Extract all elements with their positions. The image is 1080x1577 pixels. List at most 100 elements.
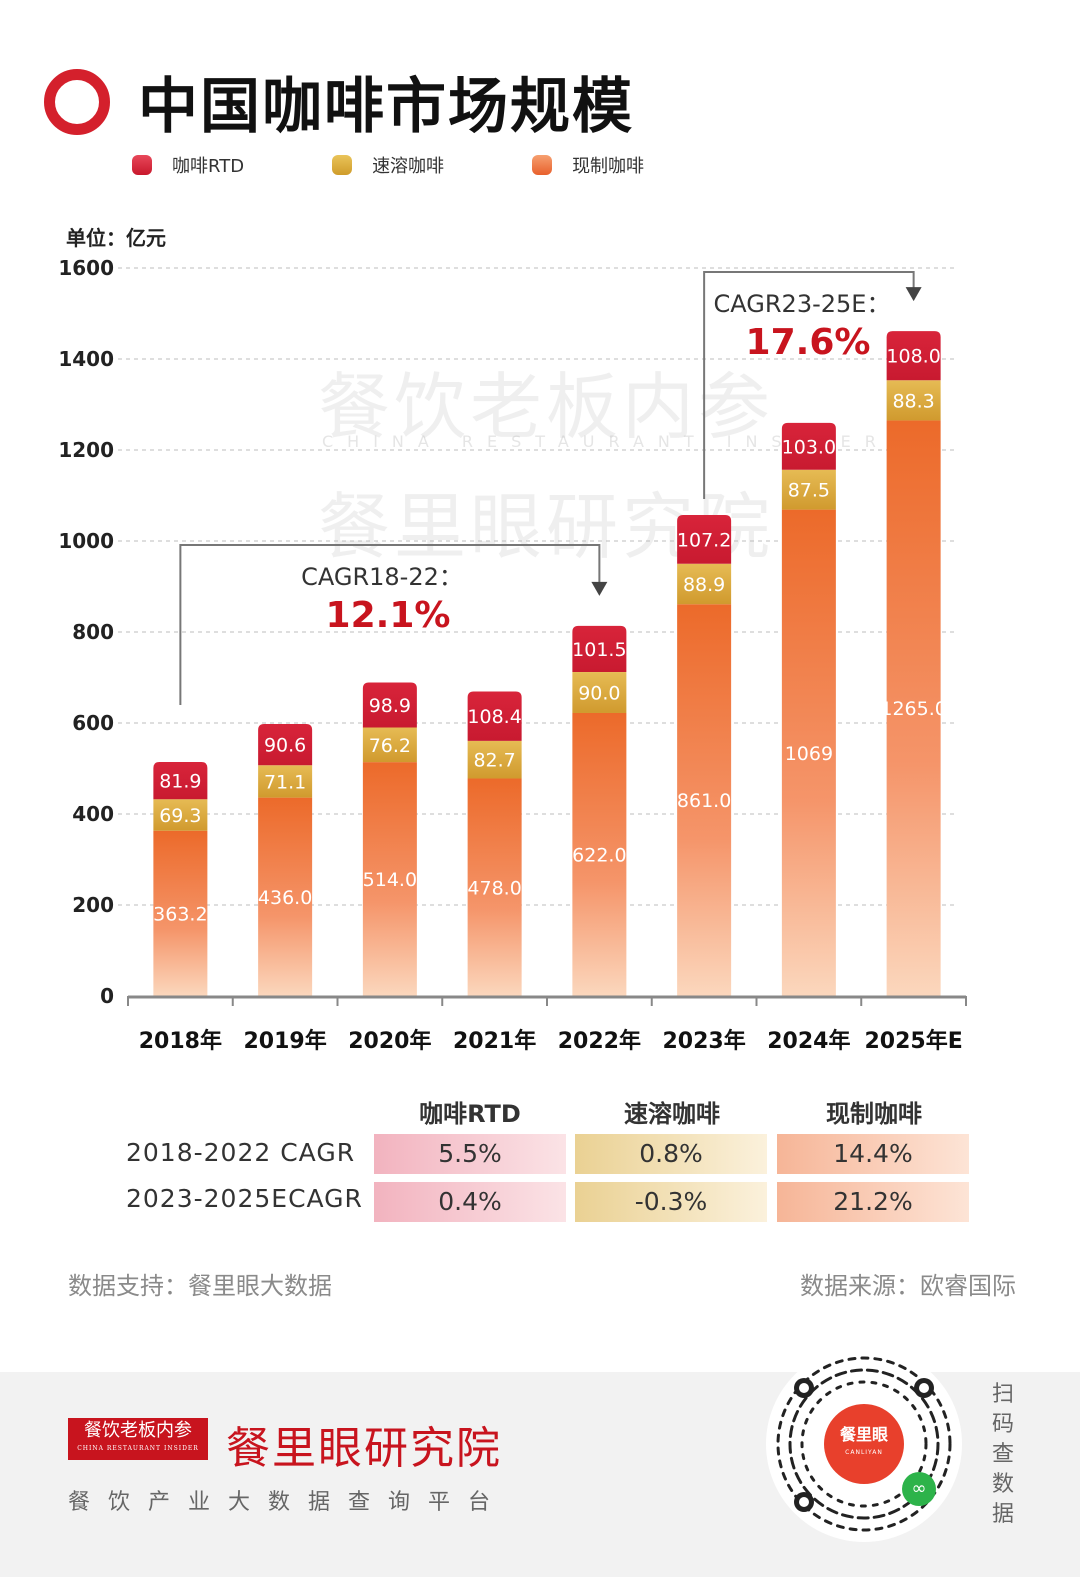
data-label: 90.0 <box>578 683 620 705</box>
y-tick-label: 800 <box>72 620 114 644</box>
bar-segment <box>572 712 627 996</box>
x-tick-label: 2019年 <box>244 1028 327 1054</box>
watermark-sub: CHINA RESTAURANT INSIDER <box>322 432 890 451</box>
unit-label: 单位：亿元 <box>66 226 166 250</box>
brand-name: 餐里眼研究院 <box>226 1423 502 1474</box>
y-tick-labels: 0 200 400 600 800 1000 1200 1400 1600 <box>58 256 114 1008</box>
y-tick-label: 400 <box>72 802 114 826</box>
brand-logo-box: 餐饮老板内参 CHINA RESTAURANT INSIDER <box>68 1418 208 1460</box>
legend-swatch-instant <box>332 155 353 175</box>
data-support-note: 数据支持：餐里眼大数据 <box>68 1272 332 1300</box>
x-tick-label: 2024年 <box>767 1028 850 1054</box>
bar-segment <box>467 778 522 996</box>
bar-segment <box>153 830 208 996</box>
bars: 363.2 69.3 81.9 436.0 71.1 90.6 514.0 76.2 98.9 4… <box>153 331 947 996</box>
bar-segment <box>886 380 941 421</box>
bar-segment <box>572 625 627 673</box>
x-tick-label: 2022年 <box>558 1028 641 1054</box>
bar-segment <box>781 422 836 470</box>
bar-segment <box>153 761 208 800</box>
cagr-cell: 5.5% <box>374 1134 566 1174</box>
bar-segment <box>362 762 417 996</box>
data-label: 101.5 <box>572 639 626 661</box>
qr-code[interactable]: 餐里眼 CANLIYAN ∞ <box>766 1346 962 1542</box>
bar-segment <box>572 672 627 713</box>
cagr-row-label: 2023-2025ECAGR <box>126 1184 363 1213</box>
x-tick-label: 2018年 <box>139 1028 222 1054</box>
data-label: 108.0 <box>886 346 940 368</box>
brand-logo-text: 餐饮老板内参 <box>84 1420 192 1441</box>
bar-segment <box>467 740 522 779</box>
y-tick-label: 0 <box>100 984 114 1008</box>
annotation-value: 17.6% <box>746 322 871 363</box>
bar-segment <box>677 563 732 605</box>
data-label: 108.4 <box>467 706 521 728</box>
annotation-label: CAGR23-25E： <box>714 290 891 318</box>
bar-segment <box>781 509 836 996</box>
data-label: 478.0 <box>467 877 521 899</box>
legend-swatch-fresh <box>532 155 553 175</box>
legend-swatch-rtd <box>132 155 152 175</box>
data-label: 514.0 <box>363 869 417 891</box>
data-label: 71.1 <box>264 771 306 793</box>
legend-item-fresh: 现制咖啡 <box>532 152 644 178</box>
x-tick-label: 2023年 <box>663 1028 746 1054</box>
x-tick-label: 2025年E <box>864 1028 962 1054</box>
bar-segment <box>153 799 208 831</box>
bar-segment <box>781 469 836 510</box>
y-tick-label: 1200 <box>58 438 114 462</box>
cagr-cell: 14.4% <box>777 1134 969 1174</box>
annotation-label: CAGR18-22： <box>301 563 463 591</box>
cagr-cell: 0.4% <box>374 1182 566 1222</box>
y-tick-label: 600 <box>72 711 114 735</box>
page-title: 中国咖啡市场规模 <box>138 72 634 142</box>
qr-logo-sub: CANLIYAN <box>845 1449 883 1456</box>
bar-segment <box>886 420 941 996</box>
y-tick-label: 1600 <box>58 256 114 280</box>
legend-item-instant: 速溶咖啡 <box>332 152 444 178</box>
wechat-icon: ∞ <box>902 1472 936 1506</box>
data-label: 69.3 <box>159 805 201 827</box>
bar-segment <box>467 691 522 741</box>
bar-segment <box>258 765 313 798</box>
data-label: 81.9 <box>159 771 201 793</box>
annotation-value: 12.1% <box>326 595 451 636</box>
bar-segment <box>362 727 417 763</box>
data-label: 82.7 <box>473 750 515 772</box>
qr-logo: 餐里眼 CANLIYAN <box>824 1404 904 1484</box>
data-label: 98.9 <box>369 695 411 717</box>
data-label: 87.5 <box>788 480 830 502</box>
legend: 咖啡RTD 速溶咖啡 现制咖啡 <box>132 152 732 178</box>
legend-label-fresh: 现制咖啡 <box>572 156 645 177</box>
annotation-arrow <box>905 287 922 302</box>
data-source-note: 数据来源：欧睿国际 <box>800 1272 1016 1300</box>
legend-item-rtd: 咖啡RTD <box>132 152 244 178</box>
annotation-bracket <box>703 271 915 499</box>
legend-label-rtd: 咖啡RTD <box>172 156 245 177</box>
scan-prompt: 扫码查数据 <box>991 1382 1014 1527</box>
bar-segment <box>258 724 313 766</box>
cagr-cell: -0.3% <box>575 1182 767 1222</box>
cagr-cell: 0.8% <box>575 1134 767 1174</box>
data-label: 107.2 <box>677 529 731 551</box>
bar-segment <box>886 331 941 381</box>
qr-pattern-icon <box>776 1356 952 1532</box>
y-tick-label: 200 <box>72 893 114 917</box>
qr-logo-text: 餐里眼 <box>839 1425 888 1444</box>
cagr-cell: 21.2% <box>777 1182 969 1222</box>
brand-logo-sub: CHINA RESTAURANT INSIDER <box>77 1445 199 1452</box>
data-label: 88.3 <box>892 390 934 412</box>
data-label: 363.2 <box>153 903 207 925</box>
cagr-annotations: CAGR18-22： 12.1% CAGR23-25E： 17.6% <box>179 271 922 705</box>
title-block: 中国咖啡市场规模 <box>44 58 634 145</box>
brand-slogan: 餐饮产业大数据查询平台 <box>68 1490 509 1515</box>
title-ring-icon <box>44 68 110 135</box>
data-label: 90.6 <box>264 735 306 757</box>
cagr-col-fresh: 现制咖啡 <box>826 1100 922 1128</box>
y-tick-label: 1400 <box>58 347 114 371</box>
data-label: 88.9 <box>683 574 725 596</box>
watermark-line1: 餐饮老板内参 <box>318 365 775 449</box>
data-label: 861.0 <box>677 790 731 812</box>
y-tick-label: 1000 <box>58 529 114 553</box>
cagr-col-instant: 速溶咖啡 <box>624 1100 720 1128</box>
